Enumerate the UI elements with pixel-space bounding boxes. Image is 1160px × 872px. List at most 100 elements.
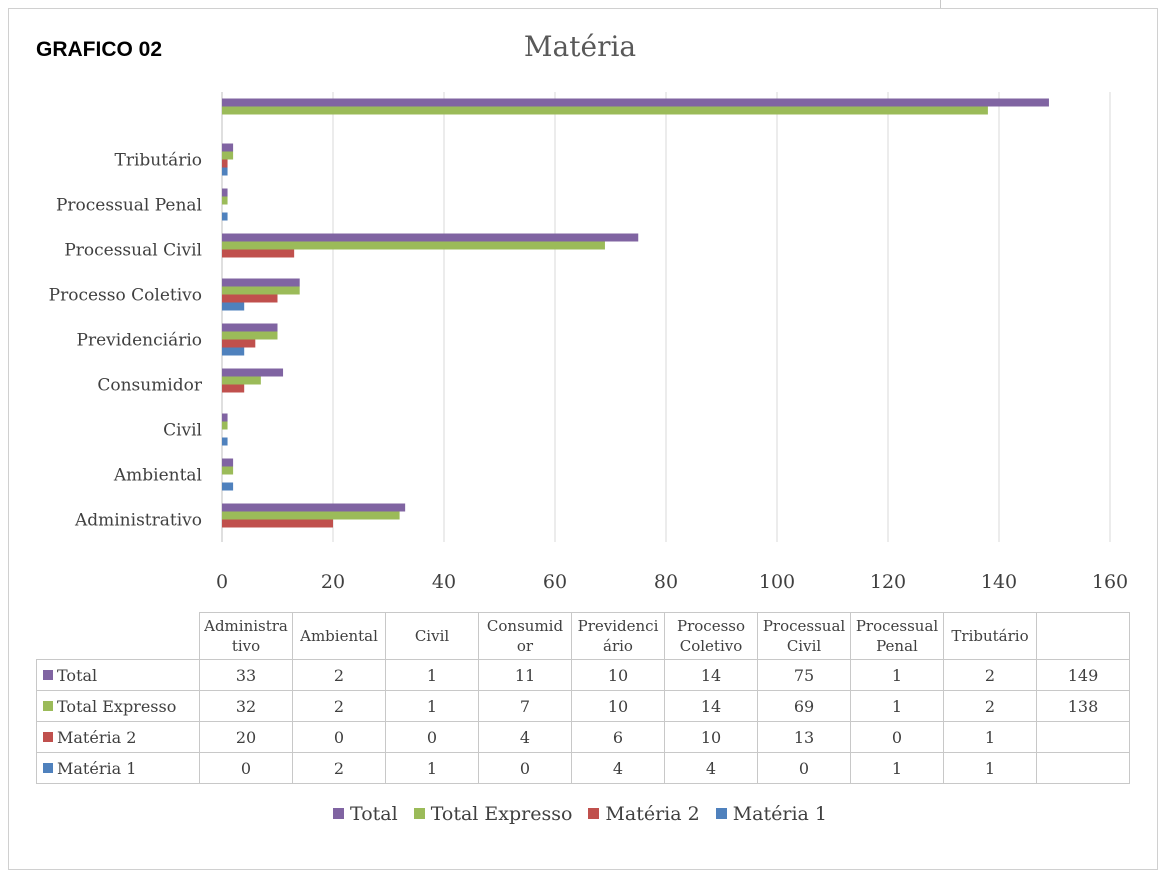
table-cell: 4 [478,721,572,753]
table-cell: 1 [850,690,944,722]
table-cell: 1 [385,690,479,722]
table-cell: 33 [199,659,293,691]
chart-frame [8,8,1158,870]
bar-total-expresso [222,331,278,340]
table-header-cell: Processo Coletivo [664,612,758,660]
bar-total-expresso [222,511,400,520]
category-label: Processo Coletivo [49,286,202,306]
table-cell: 20 [199,721,293,753]
table-cell: 2 [292,690,386,722]
table-cell: 1 [943,721,1037,753]
table-header-cell: Consumid or [478,612,572,660]
table-cell: 2 [292,659,386,691]
table-header-cell: Administra tivo [199,612,293,660]
table-cell: 32 [199,690,293,722]
table-cell: 0 [757,752,851,784]
legend-key-icon [43,669,53,680]
table-cell: 10 [571,659,665,691]
legend-key-icon [43,762,53,773]
legend-key-icon [43,731,53,742]
bar-total-expresso [222,466,234,475]
bar-total [222,143,234,152]
data-table: Administra tivo Ambiental Civil Consumid or Pr… [36,612,1130,784]
table-cell: 7 [478,690,572,722]
table-corner [36,612,200,660]
table-cell: 14 [664,690,758,722]
table-cell: 10 [571,690,665,722]
table-cell: 1 [850,752,944,784]
bar-matéria-1 [222,212,228,221]
bar-total [222,323,278,332]
x-tick-label: 20 [321,571,345,593]
bar-total [222,188,228,197]
table-cell: 1 [943,752,1037,784]
bar-matéria-1 [222,482,234,491]
bar-matéria-1 [222,437,228,446]
table-cell: 2 [292,752,386,784]
table-cell: 4 [664,752,758,784]
bar-total [222,98,1049,107]
category-label: Processual Penal [56,196,202,216]
table-cell: 4 [571,752,665,784]
category-label: Civil [163,421,202,441]
table-cell: 0 [385,721,479,753]
table-row: Total Expresso 32 2 1 7 10 14 69 1 2 138 [36,690,1130,722]
legend-label: Matéria 1 [732,803,827,825]
category-label: Administrativo [74,511,202,531]
bar-total [222,278,300,287]
table-cell: 1 [385,659,479,691]
table-cell: 0 [850,721,944,753]
table-header-cell: Ambiental [292,612,386,660]
category-label: Previdenciário [77,331,202,351]
bar-matéria-2 [222,249,295,258]
bar-total-expresso [222,151,234,160]
legend-label: Total Expresso [430,803,573,825]
legend-swatch-icon [715,808,727,819]
chart-title: Matéria [523,30,637,63]
table-header-cell: Previdenci ário [571,612,665,660]
table-header-cell [1036,612,1130,660]
x-tick-label: 40 [432,571,456,593]
x-tick-label: 100 [759,571,795,593]
table-row: Matéria 2 20 0 0 4 6 10 13 0 1 [36,721,1130,753]
table-cell: 0 [292,721,386,753]
bar-total-expresso [222,421,228,430]
table-cell: 0 [199,752,293,784]
table-row-label: Matéria 2 [36,721,200,753]
table-row-label: Total [36,659,200,691]
bar-total-expresso [222,286,300,295]
bar-total-expresso [222,196,228,205]
bar-total-expresso [222,106,988,115]
chart-legend: Total Total Expresso Matéria 2 Matéria 1 [0,803,1160,825]
x-tick-label: 0 [216,571,228,593]
table-header-cell: Civil [385,612,479,660]
divider [940,0,941,8]
table-cell: 2 [943,659,1037,691]
legend-swatch-icon [333,808,344,819]
bar-matéria-2 [222,159,228,168]
bar-total [222,503,406,512]
table-cell: 138 [1036,690,1130,722]
table-row-label: Total Expresso [36,690,200,722]
category-label: Ambiental [113,466,202,486]
table-cell: 14 [664,659,758,691]
bar-total-expresso [222,241,605,250]
legend-label: Total [350,803,398,825]
legend-item: Matéria 2 [588,803,700,825]
x-tick-label: 60 [543,571,567,593]
legend-item: Total [333,803,398,825]
table-cell: 1 [385,752,479,784]
table-cell: 149 [1036,659,1130,691]
bar-total [222,233,639,242]
bar-matéria-1 [222,347,245,356]
x-tick-label: 140 [981,571,1017,593]
bar-matéria-2 [222,294,278,303]
table-cell: 75 [757,659,851,691]
legend-swatch-icon [588,808,600,819]
category-label: Tributário [115,151,203,171]
table-cell: 0 [478,752,572,784]
table-cell: 1 [850,659,944,691]
table-cell [1036,721,1130,753]
table-cell: 11 [478,659,572,691]
